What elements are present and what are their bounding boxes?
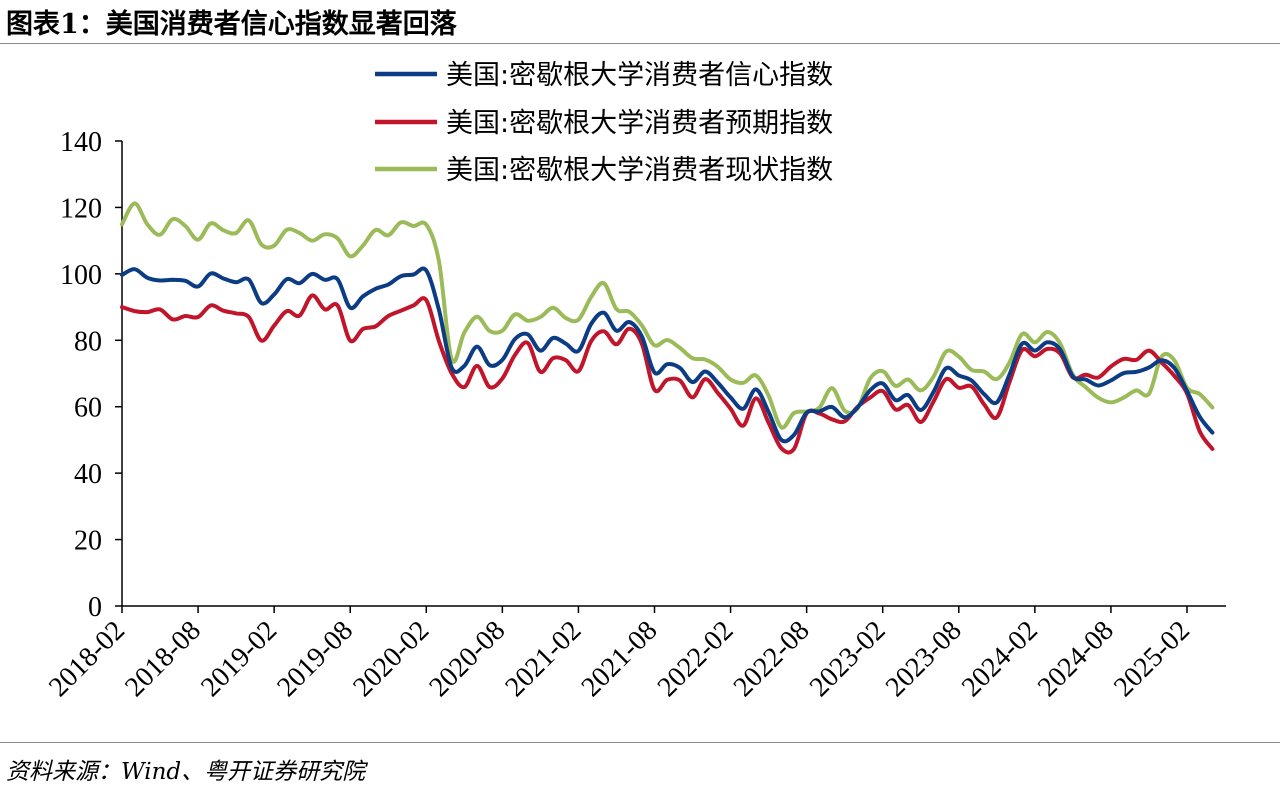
legend-item-expectations: 美国:密歇根大学消费者预期指数 bbox=[375, 108, 833, 139]
x-tick-label: 2019-08 bbox=[271, 615, 359, 703]
x-tick-label: 2022-02 bbox=[652, 615, 740, 703]
x-tick-label: 2019-02 bbox=[195, 615, 283, 703]
figure-source: 资料来源：Wind、粤开证券研究院 bbox=[6, 759, 366, 785]
legend: 美国:密歇根大学消费者信心指数美国:密歇根大学消费者预期指数美国:密歇根大学消费… bbox=[375, 60, 833, 186]
series-layer bbox=[120, 201, 1215, 455]
x-tick-label: 2022-08 bbox=[728, 615, 816, 703]
x-tick-label: 2021-02 bbox=[499, 615, 587, 703]
x-tick-label: 2024-08 bbox=[1032, 615, 1120, 703]
x-tick-label: 2023-08 bbox=[880, 615, 968, 703]
y-tick-label: 40 bbox=[74, 459, 102, 490]
legend-item-current-conditions: 美国:密歇根大学消费者现状指数 bbox=[375, 155, 833, 186]
x-tick-label: 2021-08 bbox=[576, 615, 664, 703]
x-tick-label: 2018-02 bbox=[43, 615, 131, 703]
y-tick-label: 80 bbox=[74, 326, 102, 357]
title-divider bbox=[0, 43, 1280, 44]
x-tick-label: 2024-02 bbox=[956, 615, 1044, 703]
y-tick-label: 0 bbox=[88, 592, 102, 623]
source-divider bbox=[0, 742, 1280, 743]
y-axis: 0 20 40 60 80 100 120 140 bbox=[60, 127, 123, 623]
x-axis: 2018-022018-082019-022019-082020-022020-… bbox=[43, 605, 1226, 703]
series-line-sentiment bbox=[120, 266, 1215, 444]
legend-label: 美国:密歇根大学消费者现状指数 bbox=[446, 155, 833, 186]
line-chart: 0 20 40 60 80 100 120 140 2018-022018-082019-02… bbox=[43, 60, 1226, 703]
legend-item-sentiment: 美国:密歇根大学消费者信心指数 bbox=[375, 60, 833, 91]
y-tick-label: 120 bbox=[60, 193, 102, 224]
x-tick-label: 2023-02 bbox=[804, 615, 892, 703]
y-tick-label: 20 bbox=[74, 526, 102, 557]
y-tick-label: 60 bbox=[74, 393, 102, 424]
figure-title: 图表1：美国消费者信心指数显著回落 bbox=[6, 9, 457, 40]
x-tick-label: 2020-02 bbox=[347, 615, 435, 703]
legend-label: 美国:密歇根大学消费者预期指数 bbox=[446, 108, 833, 139]
x-tick-label: 2020-08 bbox=[423, 615, 511, 703]
y-tick-label: 100 bbox=[60, 260, 102, 291]
x-tick-label: 2018-08 bbox=[119, 615, 207, 703]
x-tick-label: 2025-02 bbox=[1108, 615, 1196, 703]
legend-label: 美国:密歇根大学消费者信心指数 bbox=[446, 60, 833, 91]
series-line-expectations bbox=[120, 293, 1215, 455]
series-line-current-conditions bbox=[120, 201, 1215, 430]
y-tick-label: 140 bbox=[60, 127, 102, 158]
